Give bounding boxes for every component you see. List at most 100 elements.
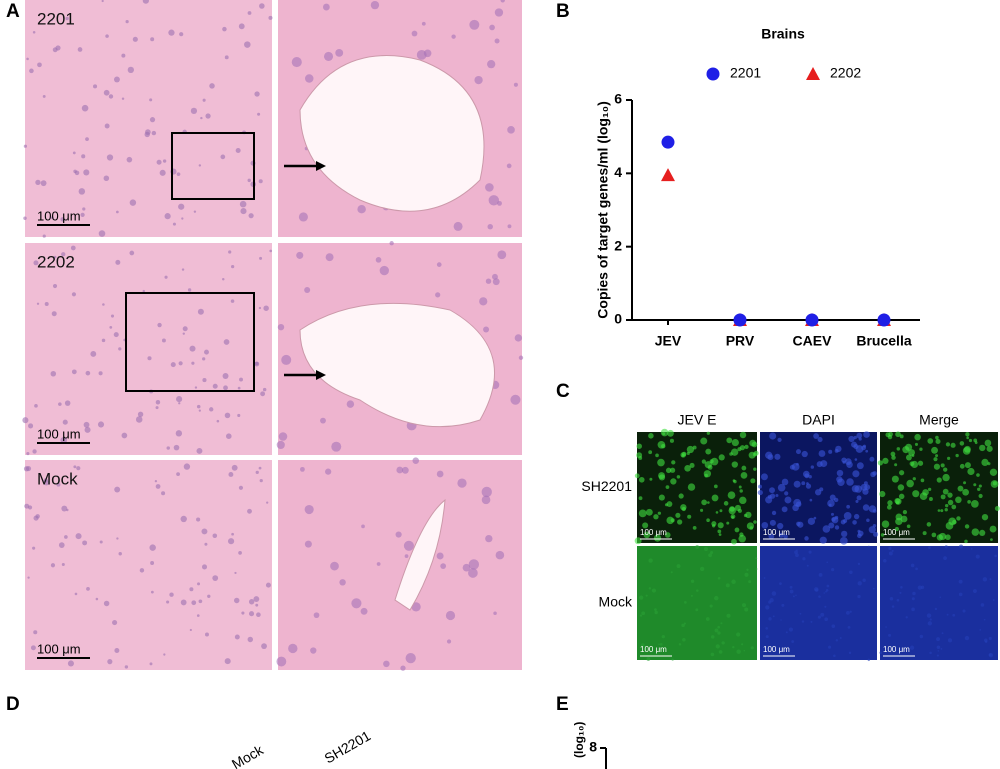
cell	[254, 361, 260, 367]
legend-label: 2202	[830, 65, 861, 81]
cell	[765, 605, 770, 610]
cell	[135, 416, 143, 423]
cell	[322, 3, 330, 11]
cell	[883, 559, 887, 563]
cell	[75, 533, 82, 540]
inset-box	[171, 132, 255, 200]
cell	[196, 448, 203, 454]
cell	[973, 483, 977, 487]
cell	[149, 98, 153, 102]
cell	[64, 400, 71, 406]
cell	[801, 481, 806, 486]
cell	[879, 651, 883, 655]
cell	[84, 426, 91, 433]
cell	[900, 585, 903, 589]
cell	[958, 579, 963, 584]
cell	[857, 562, 861, 566]
cell	[826, 561, 829, 564]
cell	[704, 473, 708, 478]
cell	[738, 534, 747, 543]
cell	[346, 400, 355, 408]
cell	[351, 598, 362, 609]
cell	[98, 230, 106, 237]
cell	[166, 446, 170, 450]
cell	[144, 131, 150, 138]
scale-bar-label: 100 μm	[883, 528, 910, 537]
cell	[189, 345, 196, 352]
cell	[231, 532, 234, 536]
cell	[202, 357, 206, 361]
row-label: Mock	[599, 594, 633, 610]
cell	[376, 562, 381, 566]
cell	[176, 396, 183, 403]
cell	[715, 644, 720, 649]
cell	[201, 564, 208, 570]
cell	[801, 620, 805, 623]
cell	[200, 116, 203, 120]
cell	[846, 504, 850, 509]
legend-label: 2201	[730, 65, 761, 81]
cell	[164, 213, 171, 220]
cell	[507, 224, 512, 229]
cell	[157, 322, 162, 328]
cell	[204, 349, 209, 355]
cell	[643, 531, 651, 539]
cell	[196, 404, 201, 409]
cell	[994, 554, 997, 558]
cell	[947, 492, 953, 498]
cell	[423, 49, 432, 58]
cell	[828, 449, 833, 454]
cell	[713, 484, 718, 489]
cell	[506, 163, 512, 169]
cell	[769, 519, 776, 526]
cell	[651, 588, 657, 593]
cell	[209, 407, 214, 412]
cell	[681, 623, 685, 628]
cell	[805, 483, 812, 489]
cell	[35, 179, 41, 185]
cell	[887, 500, 893, 506]
cell	[717, 577, 721, 580]
cell	[74, 592, 78, 596]
cell	[451, 34, 456, 39]
cell	[935, 438, 941, 445]
cell	[212, 383, 218, 389]
cell	[50, 216, 54, 220]
cell	[34, 404, 38, 408]
cell	[375, 257, 382, 263]
cell	[641, 611, 646, 616]
cell	[732, 645, 735, 649]
cell	[360, 607, 368, 615]
cell	[870, 471, 876, 478]
cell	[888, 633, 892, 637]
cell	[142, 0, 149, 4]
cell	[255, 470, 259, 475]
y-axis-label: (log₁₀)	[572, 722, 586, 758]
cell	[259, 479, 263, 483]
cell	[300, 466, 305, 472]
cell	[216, 419, 220, 423]
cell	[711, 494, 719, 502]
cell	[671, 658, 674, 661]
cell	[483, 326, 490, 333]
cell	[964, 462, 971, 469]
cell	[753, 450, 759, 456]
cell	[990, 538, 993, 541]
cell	[658, 494, 665, 501]
cell	[518, 355, 524, 360]
cell	[61, 505, 68, 512]
x-tick-label: JEV	[655, 333, 682, 349]
cell	[828, 645, 832, 649]
cell	[743, 513, 748, 518]
cell	[804, 536, 809, 541]
cell	[899, 434, 904, 439]
cell	[155, 399, 161, 405]
arrowhead	[316, 370, 326, 380]
cell	[436, 262, 442, 267]
scale-bar-label: 100 μm	[640, 645, 667, 654]
cell	[824, 605, 827, 608]
cell	[823, 592, 825, 594]
cell	[125, 20, 129, 24]
cell	[196, 614, 200, 617]
cell	[113, 332, 119, 338]
